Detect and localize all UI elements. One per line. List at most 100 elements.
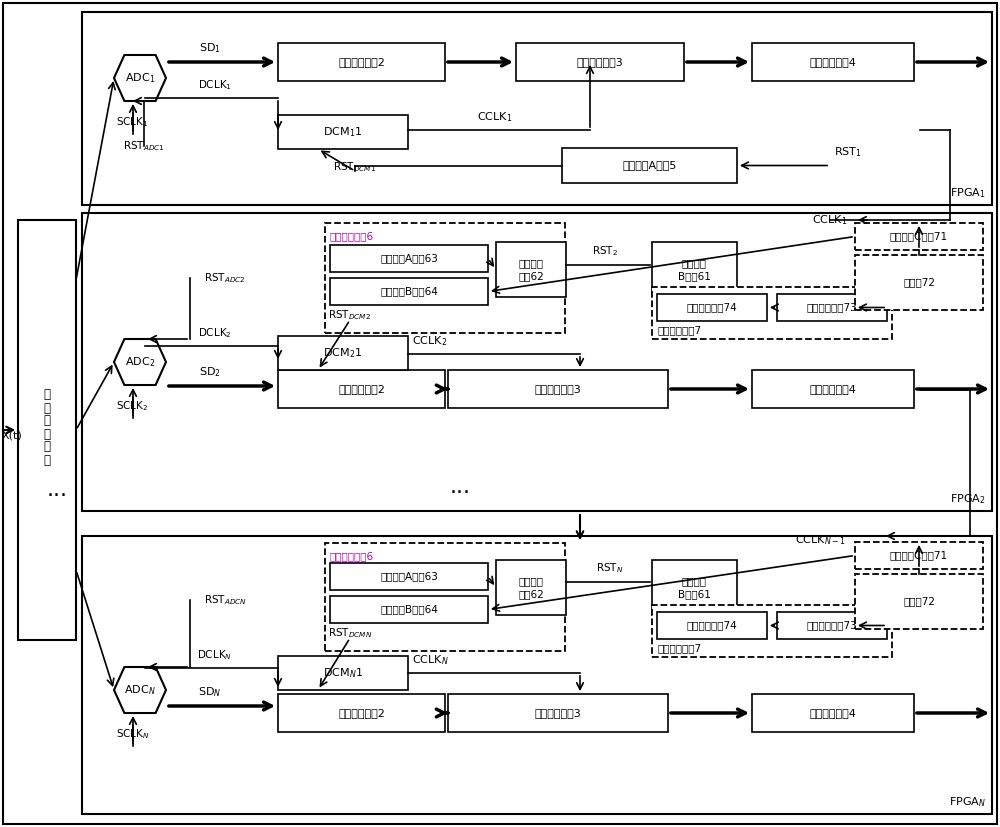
Text: FPGA$_N$: FPGA$_N$ <box>949 796 986 809</box>
Text: 数据处理模块4: 数据处理模块4 <box>810 57 856 67</box>
Text: 延迟控制B模块64: 延迟控制B模块64 <box>380 286 438 297</box>
Text: SD$_2$: SD$_2$ <box>199 366 221 379</box>
Text: 串并转换模块2: 串并转换模块2 <box>338 708 385 718</box>
Text: 数据存储模块3: 数据存储模块3 <box>577 57 623 67</box>
Bar <box>278 370 445 408</box>
Bar <box>325 543 565 651</box>
Text: 复位同步: 复位同步 <box>518 576 544 586</box>
Bar <box>278 115 408 149</box>
Text: X(t): X(t) <box>2 430 23 440</box>
Bar <box>652 287 892 339</box>
Text: 延迟控制C模块71: 延迟控制C模块71 <box>890 232 948 241</box>
Text: DCLK$_N$: DCLK$_N$ <box>197 648 233 662</box>
Bar <box>562 148 737 183</box>
Text: 串并转换模块2: 串并转换模块2 <box>338 57 385 67</box>
Bar <box>448 370 668 408</box>
Text: 复位控制模块6: 复位控制模块6 <box>330 551 374 561</box>
Text: 序列检测模块73: 序列检测模块73 <box>807 303 857 313</box>
Text: DCLK$_1$: DCLK$_1$ <box>198 79 232 92</box>
Bar <box>496 560 566 615</box>
Bar <box>448 694 668 732</box>
Text: 号: 号 <box>44 401 50 414</box>
Text: 复位同步: 复位同步 <box>518 259 544 269</box>
Bar <box>516 43 684 81</box>
Text: B模块61: B模块61 <box>678 271 711 281</box>
Text: RST$_{ADCN}$: RST$_{ADCN}$ <box>204 593 247 607</box>
Bar <box>752 43 914 81</box>
Bar <box>652 560 737 615</box>
Text: 延迟控制A模块63: 延迟控制A模块63 <box>380 571 438 581</box>
Bar <box>777 294 887 321</box>
Bar <box>325 223 565 333</box>
Text: 数据处理模块4: 数据处理模块4 <box>810 708 856 718</box>
Text: RST$_1$: RST$_1$ <box>834 145 862 159</box>
Text: RST$_2$: RST$_2$ <box>592 244 618 258</box>
Text: 延迟控制A模块63: 延迟控制A模块63 <box>380 254 438 264</box>
Text: 串并转换模块2: 串并转换模块2 <box>338 384 385 394</box>
Text: 同步识别模块7: 同步识别模块7 <box>657 643 701 653</box>
Text: SCLK$_N$: SCLK$_N$ <box>116 727 150 741</box>
Text: CCLK$_1$: CCLK$_1$ <box>812 213 848 227</box>
Text: CCLK$_{N-1}$: CCLK$_{N-1}$ <box>795 533 845 547</box>
Text: DCLK$_2$: DCLK$_2$ <box>198 326 232 340</box>
Text: 复位控制模块6: 复位控制模块6 <box>330 231 374 241</box>
Polygon shape <box>114 339 166 385</box>
Bar <box>855 255 983 310</box>
Text: RST$_{ADC1}$: RST$_{ADC1}$ <box>123 139 165 153</box>
Bar <box>82 536 992 814</box>
Text: 数据处理模块4: 数据处理模块4 <box>810 384 856 394</box>
Text: 模块62: 模块62 <box>518 271 544 281</box>
Polygon shape <box>114 55 166 101</box>
Bar <box>657 294 767 321</box>
Text: CCLK$_1$: CCLK$_1$ <box>477 110 513 124</box>
Text: ...: ... <box>46 480 68 500</box>
Text: RST$_{DCM2}$: RST$_{DCM2}$ <box>328 308 372 322</box>
Text: SCLK$_2$: SCLK$_2$ <box>116 399 148 413</box>
Text: 道: 道 <box>44 453 50 466</box>
Bar <box>855 542 983 569</box>
Text: 复位产生: 复位产生 <box>682 576 707 586</box>
Text: CCLK$_2$: CCLK$_2$ <box>412 334 448 348</box>
Text: 序列检测模块73: 序列检测模块73 <box>807 620 857 630</box>
Text: 复位产生A模块5: 复位产生A模块5 <box>622 160 677 170</box>
Text: 同步识别模块7: 同步识别模块7 <box>657 325 701 335</box>
Text: 延迟控制C模块71: 延迟控制C模块71 <box>890 551 948 561</box>
Text: SD$_1$: SD$_1$ <box>199 41 221 55</box>
Text: B模块61: B模块61 <box>678 590 711 600</box>
Text: SCLK$_1$: SCLK$_1$ <box>116 115 149 129</box>
Bar <box>18 220 76 640</box>
Text: DCM$_2$1: DCM$_2$1 <box>323 347 363 360</box>
Text: 调: 调 <box>44 414 50 428</box>
Bar <box>652 605 892 657</box>
Text: 识别控制模块74: 识别控制模块74 <box>687 620 737 630</box>
Text: ADC$_1$: ADC$_1$ <box>125 71 155 85</box>
Text: FPGA$_2$: FPGA$_2$ <box>950 492 986 506</box>
Bar <box>330 245 488 272</box>
Text: 解串器72: 解串器72 <box>903 278 935 288</box>
Text: 模块62: 模块62 <box>518 590 544 600</box>
Text: RST$_{ADC2}$: RST$_{ADC2}$ <box>204 271 246 284</box>
Bar <box>652 242 737 297</box>
Text: 延迟控制B模块64: 延迟控制B模块64 <box>380 605 438 614</box>
Bar <box>330 278 488 305</box>
Text: ADC$_N$: ADC$_N$ <box>124 683 156 697</box>
Bar <box>657 612 767 639</box>
Bar <box>777 612 887 639</box>
Text: 理: 理 <box>44 428 50 441</box>
Text: DCM$_N$1: DCM$_N$1 <box>323 666 363 680</box>
Bar <box>278 694 445 732</box>
Text: 数据存储模块3: 数据存储模块3 <box>535 708 581 718</box>
Text: FPGA$_1$: FPGA$_1$ <box>950 186 986 200</box>
Text: 信: 信 <box>44 389 50 401</box>
Polygon shape <box>114 667 166 713</box>
Text: ...: ... <box>450 477 471 497</box>
Text: RST$_{DCM1}$: RST$_{DCM1}$ <box>333 160 377 174</box>
Bar <box>330 596 488 623</box>
Text: ADC$_2$: ADC$_2$ <box>125 355 155 369</box>
Text: 数据存储模块3: 数据存储模块3 <box>535 384 581 394</box>
Bar <box>82 213 992 511</box>
Bar <box>855 574 983 629</box>
Bar <box>82 12 992 205</box>
Text: 解串器72: 解串器72 <box>903 596 935 606</box>
Text: 通: 通 <box>44 441 50 453</box>
